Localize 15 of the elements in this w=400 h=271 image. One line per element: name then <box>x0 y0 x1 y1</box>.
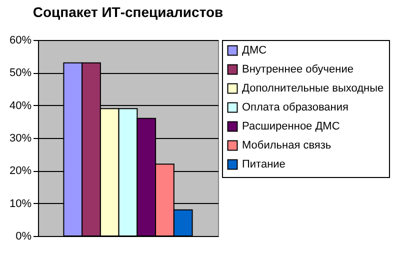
y-tick-label: 0% <box>16 230 32 242</box>
legend-label: Питание <box>242 158 286 170</box>
legend-label: ДМС <box>242 44 267 56</box>
y-tick-label: 60% <box>9 34 32 46</box>
y-tick-label: 40% <box>9 100 32 112</box>
chart-title: Соцпакет ИТ-специалистов <box>32 4 224 20</box>
legend-label: Расширенное ДМС <box>242 120 340 132</box>
legend-label: Внутреннее обучение <box>242 64 354 76</box>
y-tick-label: 20% <box>9 165 32 178</box>
legend-label: Оплата образования <box>242 102 349 114</box>
y-tick-label: 10% <box>9 198 32 210</box>
legend-label: Дополнительные выходные <box>242 82 384 94</box>
y-tick-label: 30% <box>9 132 32 144</box>
y-tick-label: 50% <box>9 67 32 80</box>
legend-label: Мобильная связь <box>242 140 332 152</box>
